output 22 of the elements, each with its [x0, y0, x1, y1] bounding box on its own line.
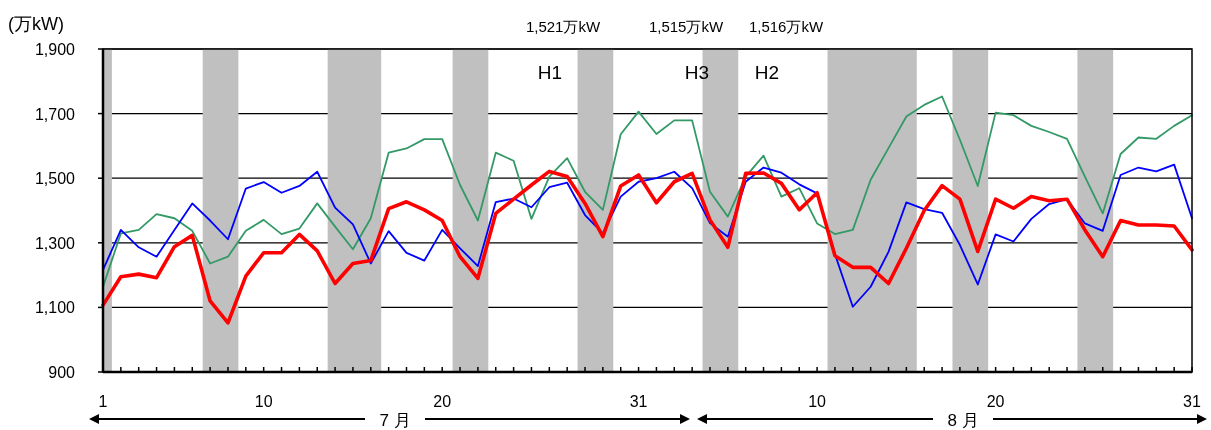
x-tick-label: 31	[629, 393, 648, 410]
annotation: H2	[754, 62, 780, 83]
text: 1,515万kW	[648, 18, 724, 35]
y-tick-label: 1,700	[34, 105, 76, 123]
text: 7 月	[379, 411, 411, 430]
annotation: H1	[537, 62, 563, 83]
x-tick-label: 31	[1183, 393, 1201, 410]
y-axis-title: (万kW)	[8, 14, 64, 34]
x-tick-label: 10	[808, 393, 827, 410]
x-tick-label: 20	[986, 393, 1005, 410]
y-tick-label: 900	[48, 364, 76, 381]
annotation: H3	[684, 62, 710, 83]
y-tick-label: 1,100	[34, 299, 76, 317]
y-tick-label: 1,900	[34, 41, 76, 58]
y-tick-label: 1,500	[34, 170, 76, 188]
text: 1,516万kW	[748, 18, 824, 35]
y-tick-label: 1,300	[34, 234, 76, 252]
x-tick-label: 1	[98, 393, 108, 410]
x-tick-label: 20	[433, 393, 452, 410]
x-tick-label: 10	[254, 393, 273, 410]
text: 8 月	[947, 411, 979, 430]
text: 1,521万kW	[525, 18, 601, 35]
